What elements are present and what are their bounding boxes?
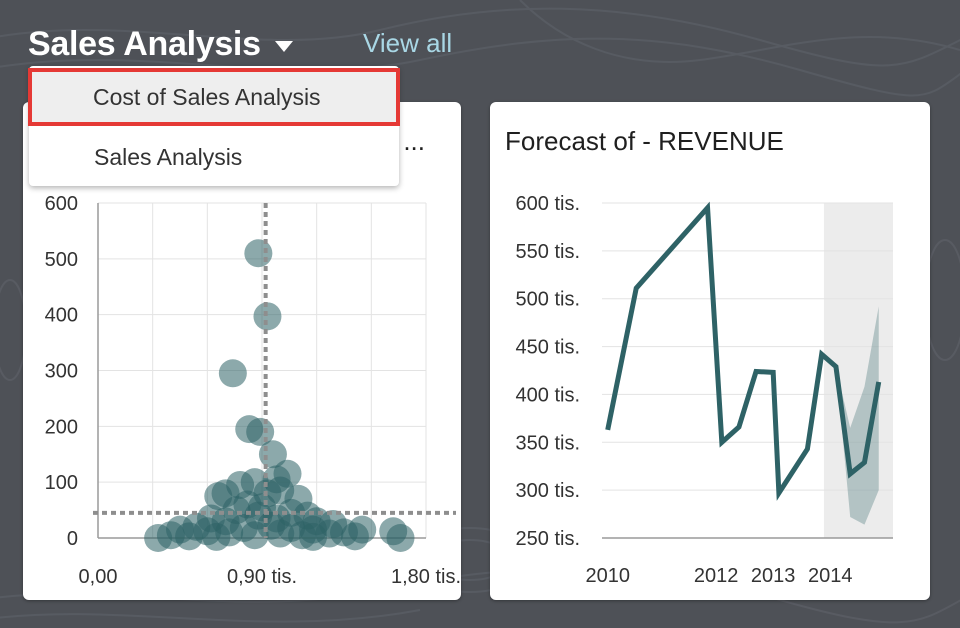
dropdown-item-cost-of-sales-analysis[interactable]: Cost of Sales Analysis bbox=[28, 68, 400, 126]
scatter-y-tick-label: 300 bbox=[45, 361, 78, 383]
forecast-y-tick-label: 500 tis. bbox=[516, 289, 580, 311]
scatter-y-tick-label: 100 bbox=[45, 472, 78, 494]
scatter-y-tick-label: 400 bbox=[45, 305, 78, 327]
forecast-chart-card: Forecast of - REVENUE 250 tis. 300 tis. 35… bbox=[490, 102, 930, 600]
scatter-y-tick-label: 200 bbox=[45, 416, 78, 438]
scatter-point bbox=[202, 522, 231, 551]
forecast-line-chart: 250 tis. 300 tis. 350 tis. 400 tis. 450 tis.… bbox=[516, 193, 893, 587]
scatter-chart: 0 100 200 300 400 500 600 0,00 0,90 tis. 1,80 tis… bbox=[45, 193, 461, 588]
forecast-y-tick-label: 350 tis. bbox=[516, 432, 580, 454]
scatter-x-tick-label: 0,90 tis. bbox=[227, 566, 297, 588]
scatter-y-tick-label: 600 bbox=[45, 193, 78, 215]
forecast-x-tick-label: 2012 bbox=[694, 565, 739, 587]
forecast-chart-title: Forecast of - REVENUE bbox=[505, 126, 784, 156]
scatter-point bbox=[244, 239, 273, 268]
scatter-point bbox=[175, 522, 204, 551]
scatter-y-tick-label: 500 bbox=[45, 249, 78, 271]
scatter-point bbox=[386, 524, 415, 552]
scatter-point bbox=[266, 519, 295, 548]
forecast-x-tick-label: 2013 bbox=[751, 565, 796, 587]
scatter-y-tick-label: 0 bbox=[67, 528, 78, 550]
forecast-y-tick-label: 250 tis. bbox=[516, 528, 580, 550]
scatter-point bbox=[144, 524, 173, 552]
forecast-x-tick-label: 2010 bbox=[585, 565, 630, 587]
forecast-y-tick-label: 400 tis. bbox=[516, 384, 580, 406]
scatter-point bbox=[340, 522, 369, 551]
scatter-chart-title: ... bbox=[403, 126, 425, 156]
dashboard-header: Sales Analysis bbox=[28, 22, 293, 66]
scatter-point bbox=[240, 521, 269, 550]
view-all-link[interactable]: View all bbox=[363, 28, 453, 58]
revenue-series-line bbox=[605, 201, 882, 501]
forecast-y-tick-label: 450 tis. bbox=[516, 337, 580, 359]
forecast-x-tick-label: 2014 bbox=[808, 565, 853, 587]
scatter-x-tick-label: 1,80 tis. bbox=[391, 566, 461, 588]
scatter-point bbox=[299, 522, 328, 551]
scatter-x-tick-label: 0,00 bbox=[79, 566, 118, 588]
scatter-point bbox=[253, 302, 282, 331]
dropdown-item-sales-analysis[interactable]: Sales Analysis bbox=[94, 144, 243, 170]
dashboard-title[interactable]: Sales Analysis bbox=[28, 24, 261, 63]
forecast-y-tick-label: 300 tis. bbox=[516, 480, 580, 502]
dashboard-switcher-dropdown: Cost of Sales Analysis Sales Analysis bbox=[28, 66, 400, 186]
forecast-y-tick-label: 550 tis. bbox=[516, 241, 580, 263]
scatter-point bbox=[218, 359, 247, 388]
caret-down-icon[interactable] bbox=[274, 40, 293, 52]
forecast-confidence-band bbox=[835, 306, 879, 525]
forecast-y-tick-label: 600 tis. bbox=[516, 193, 580, 215]
